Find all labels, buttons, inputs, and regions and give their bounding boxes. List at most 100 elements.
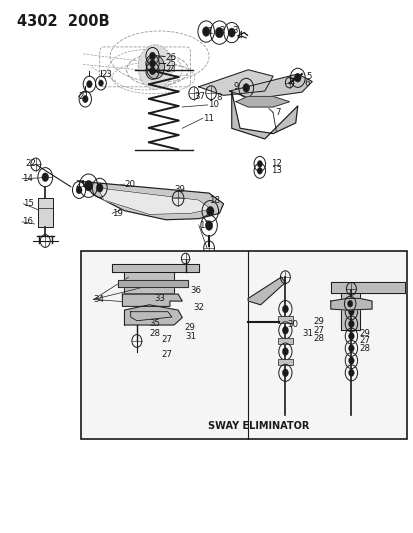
Bar bbox=[81, 251, 406, 439]
Circle shape bbox=[282, 327, 288, 334]
Polygon shape bbox=[198, 70, 272, 95]
Circle shape bbox=[82, 95, 88, 103]
Text: 27: 27 bbox=[161, 335, 172, 344]
Text: 19: 19 bbox=[112, 209, 123, 218]
Polygon shape bbox=[97, 188, 211, 214]
Text: 32: 32 bbox=[193, 303, 204, 312]
Text: 26: 26 bbox=[164, 53, 176, 61]
Text: 13: 13 bbox=[270, 166, 281, 175]
Text: 27: 27 bbox=[359, 336, 370, 345]
Polygon shape bbox=[248, 277, 285, 305]
Circle shape bbox=[206, 206, 214, 216]
Text: 34: 34 bbox=[93, 295, 104, 304]
Text: 17: 17 bbox=[198, 221, 209, 230]
Polygon shape bbox=[122, 294, 182, 306]
Polygon shape bbox=[330, 298, 371, 310]
Text: 10: 10 bbox=[207, 100, 218, 109]
Text: 3: 3 bbox=[232, 27, 237, 36]
Circle shape bbox=[76, 186, 82, 194]
Polygon shape bbox=[235, 96, 289, 107]
Text: 27: 27 bbox=[313, 326, 324, 335]
Text: 29: 29 bbox=[359, 329, 370, 338]
Circle shape bbox=[348, 333, 354, 340]
Text: 35: 35 bbox=[149, 319, 160, 328]
Text: 24: 24 bbox=[164, 66, 176, 74]
Circle shape bbox=[348, 369, 354, 376]
Circle shape bbox=[149, 60, 155, 67]
Circle shape bbox=[42, 173, 48, 182]
Polygon shape bbox=[231, 92, 297, 139]
Circle shape bbox=[86, 80, 92, 88]
Text: 4302  200B: 4302 200B bbox=[17, 14, 109, 29]
Circle shape bbox=[146, 55, 164, 79]
Text: 25: 25 bbox=[164, 59, 176, 68]
Text: 14: 14 bbox=[22, 174, 33, 183]
Polygon shape bbox=[112, 264, 198, 272]
Circle shape bbox=[205, 221, 212, 230]
Text: 5: 5 bbox=[305, 71, 311, 80]
Text: 21: 21 bbox=[78, 92, 89, 101]
Text: 28: 28 bbox=[149, 329, 160, 338]
Polygon shape bbox=[118, 280, 188, 287]
Text: 20: 20 bbox=[124, 180, 135, 189]
Text: 4: 4 bbox=[237, 31, 243, 41]
Circle shape bbox=[84, 181, 93, 191]
Text: 39: 39 bbox=[174, 185, 185, 194]
Text: 31: 31 bbox=[301, 329, 312, 338]
Bar bbox=[277, 317, 292, 323]
Circle shape bbox=[347, 301, 352, 307]
Bar bbox=[277, 359, 292, 366]
Circle shape bbox=[282, 348, 288, 356]
Circle shape bbox=[294, 74, 300, 82]
Text: 16: 16 bbox=[22, 217, 33, 227]
Circle shape bbox=[138, 45, 172, 90]
Text: 21: 21 bbox=[76, 180, 87, 189]
Text: 15: 15 bbox=[23, 199, 34, 208]
Text: 8: 8 bbox=[216, 93, 221, 102]
Text: 29: 29 bbox=[184, 323, 195, 332]
Bar bbox=[38, 198, 52, 227]
Text: 33: 33 bbox=[154, 294, 165, 303]
Text: 27: 27 bbox=[161, 350, 172, 359]
Text: 1: 1 bbox=[206, 27, 212, 36]
Text: SWAY ELIMINATOR: SWAY ELIMINATOR bbox=[207, 421, 309, 431]
Text: 23: 23 bbox=[102, 70, 112, 78]
Text: 29: 29 bbox=[313, 317, 323, 326]
Circle shape bbox=[348, 357, 354, 364]
Polygon shape bbox=[229, 74, 311, 99]
Circle shape bbox=[348, 345, 354, 352]
Polygon shape bbox=[81, 181, 223, 220]
Circle shape bbox=[348, 320, 354, 327]
Circle shape bbox=[149, 52, 155, 60]
Text: 28: 28 bbox=[313, 334, 324, 343]
Text: 37: 37 bbox=[194, 92, 205, 101]
Text: 31: 31 bbox=[185, 332, 196, 341]
Text: 6: 6 bbox=[303, 79, 309, 88]
Circle shape bbox=[256, 160, 262, 167]
Circle shape bbox=[202, 27, 209, 36]
Text: 2: 2 bbox=[219, 26, 224, 35]
Circle shape bbox=[256, 167, 262, 174]
Circle shape bbox=[98, 80, 103, 86]
Text: 18: 18 bbox=[209, 196, 220, 205]
Circle shape bbox=[282, 305, 288, 313]
Bar bbox=[277, 338, 292, 344]
Circle shape bbox=[348, 308, 354, 316]
Polygon shape bbox=[124, 272, 173, 293]
Text: 30: 30 bbox=[287, 320, 298, 329]
Text: 12: 12 bbox=[270, 159, 281, 168]
Text: 9: 9 bbox=[233, 82, 239, 91]
Circle shape bbox=[228, 28, 235, 37]
Circle shape bbox=[215, 27, 223, 38]
Circle shape bbox=[149, 67, 155, 75]
Circle shape bbox=[242, 84, 249, 92]
Text: 11: 11 bbox=[202, 114, 214, 123]
Text: 22: 22 bbox=[25, 159, 36, 168]
Circle shape bbox=[96, 183, 103, 192]
Polygon shape bbox=[330, 282, 404, 293]
Circle shape bbox=[282, 369, 288, 377]
Text: 7: 7 bbox=[274, 108, 280, 117]
Polygon shape bbox=[340, 293, 359, 330]
Text: 28: 28 bbox=[359, 344, 370, 353]
Polygon shape bbox=[124, 305, 182, 325]
